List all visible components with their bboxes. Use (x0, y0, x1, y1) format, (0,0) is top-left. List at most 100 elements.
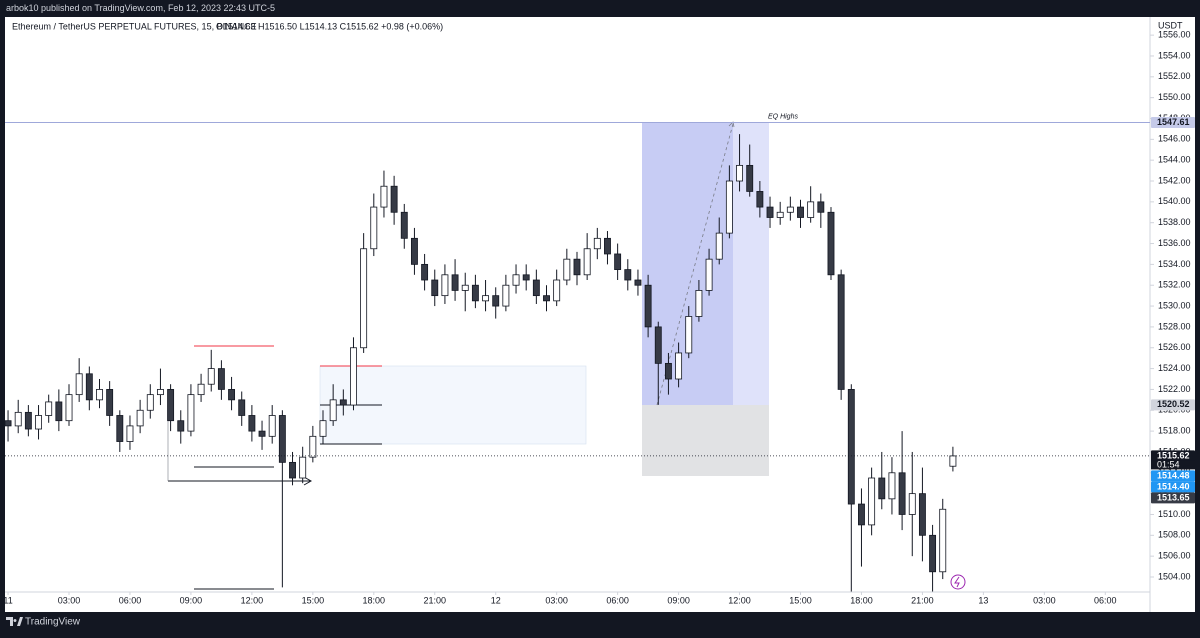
y-tick-label: 1546.00 (1158, 134, 1191, 144)
brand: TradingView (25, 617, 81, 628)
candle-body (228, 389, 236, 401)
symbol: Ethereum / TetherUS PERPETUAL FUTURES, 1… (12, 21, 257, 31)
candle-body (908, 493, 916, 515)
candle-body (827, 211, 835, 276)
candle-body (807, 201, 815, 218)
candle-body (156, 389, 164, 396)
candle-body (299, 456, 307, 479)
candle-body (817, 201, 825, 213)
x-tick-label: 12 (491, 595, 501, 605)
candle-body (685, 316, 693, 354)
price-label-bg (1151, 117, 1195, 129)
candle-body (187, 394, 195, 432)
y-tick-label: 1522.00 (1158, 384, 1191, 394)
x-tick-label: 13 (978, 595, 988, 605)
projection (656, 123, 734, 406)
y-tick-label: 1554.00 (1158, 50, 1191, 60)
candle-body (583, 248, 591, 276)
x-tick-label: 03:00 (58, 595, 81, 605)
candle-body (532, 279, 540, 297)
y-tick-label: 1504.00 (1158, 571, 1191, 581)
candle-body (624, 269, 632, 281)
candle-body (390, 185, 398, 213)
price-label: 1513.65 (1157, 492, 1190, 502)
candle-body (766, 206, 774, 218)
x-tick-label: 15:00 (302, 595, 325, 605)
x-tick-label: 09:00 (667, 595, 690, 605)
event-icon-bolt (954, 576, 960, 588)
candle-body (380, 185, 388, 208)
y-tick-label: 1550.00 (1158, 92, 1191, 102)
candle-body (797, 206, 804, 218)
candle-body (268, 415, 276, 437)
y-tick-label: 1532.00 (1158, 280, 1191, 290)
x-tick-label: 11 (3, 595, 12, 605)
candle-body (14, 411, 22, 427)
candle-body (370, 206, 378, 250)
price-label-bg (1151, 399, 1195, 411)
y-tick-label: 1526.00 (1158, 342, 1191, 352)
x-tick-label: 15:00 (789, 595, 812, 605)
candle-body (939, 508, 947, 573)
candle-body (634, 279, 642, 286)
x-tick-label: 03:00 (545, 595, 568, 605)
y-tick-label: 1542.00 (1158, 175, 1191, 185)
candle-body (339, 399, 347, 406)
candle-body (654, 326, 662, 364)
y-tick-label: 1524.00 (1158, 363, 1191, 373)
event-icon[interactable] (950, 574, 966, 590)
currency: USDT (1158, 20, 1183, 30)
candle-body (929, 534, 937, 573)
candle-body (868, 477, 876, 526)
candle-body (126, 425, 134, 442)
candle-body (736, 164, 743, 182)
y-tick-label: 1536.00 (1158, 238, 1191, 248)
candle-body (289, 461, 296, 479)
countdown: 01:54 (1157, 459, 1180, 469)
x-tick-label: 06:00 (119, 595, 142, 605)
candle-body (319, 420, 327, 437)
candle-body (756, 191, 764, 208)
arrow-head (728, 121, 735, 128)
range-box (733, 122, 769, 405)
candle-body (207, 368, 215, 385)
candles (5, 134, 957, 592)
candle-body (502, 284, 510, 307)
price-label: 1514.40 (1157, 481, 1190, 491)
price-label-bg (1151, 492, 1195, 504)
x-tick-label: 21:00 (911, 595, 934, 605)
candle-body (258, 430, 266, 437)
x-tick-label: 18:00 (363, 595, 386, 605)
candle-body (431, 279, 439, 297)
candle-body (604, 237, 611, 255)
candle-body (888, 472, 896, 500)
x-tick-label: 12:00 (728, 595, 751, 605)
x-tick-label: 18:00 (850, 595, 873, 605)
candle-body (5, 420, 12, 427)
candle-body (441, 274, 449, 297)
candle-body (786, 206, 794, 213)
x-tick-label: 06:00 (606, 595, 629, 605)
y-tick-label: 1538.00 (1158, 217, 1191, 227)
candle-body (837, 274, 845, 390)
price-label: 1547.61 (1157, 117, 1190, 127)
candle-body (461, 284, 469, 291)
y-tick-label: 1556.00 (1158, 30, 1191, 40)
price-label: 1514.48 (1157, 470, 1190, 480)
candle-body (329, 399, 337, 422)
candle-body (705, 258, 713, 291)
candle-body (65, 394, 73, 422)
stop-box (642, 405, 769, 476)
candle-body (278, 415, 286, 463)
candle-body (309, 435, 317, 458)
top-bar (0, 0, 1200, 17)
candle-body (96, 389, 103, 401)
footer (0, 612, 1200, 633)
candle-body (197, 383, 205, 396)
candle-body (593, 237, 601, 250)
candle-body (675, 352, 683, 380)
candle-body (492, 295, 500, 307)
candle-body (949, 455, 957, 467)
x-tick-label: 03:00 (1033, 595, 1056, 605)
